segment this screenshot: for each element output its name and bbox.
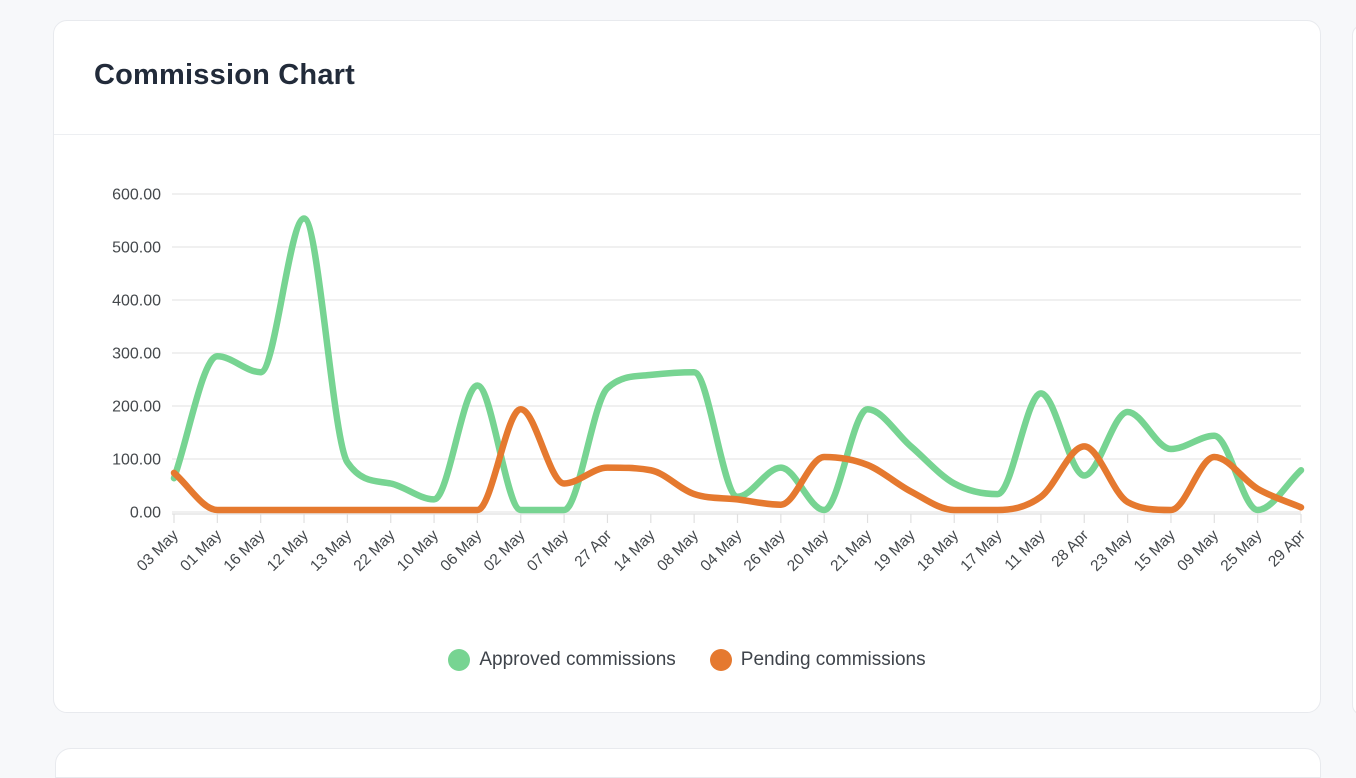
x-axis-tick-label: 07 May [524,527,572,575]
chart-canvas[interactable]: 600.00 500.00 400.00 300.00 200.00 100.00 0.00… [54,161,1322,631]
x-axis-tick-label: 27 Apr [572,527,616,571]
x-axis-tick-label: 14 May [611,527,659,575]
header-divider [54,134,1320,135]
x-axis-tick-label: 18 May [914,527,962,575]
y-axis-tick-label: 300.00 [112,346,161,363]
page-title: Commission Chart [94,59,356,91]
card-header: Commission Chart [54,21,1320,134]
x-axis-tick-label: 20 May [784,527,832,575]
x-axis-tick-label: 28 Apr [1048,527,1092,571]
commission-line-chart[interactable]: 600.00 500.00 400.00 300.00 200.00 100.00 0.00… [54,161,1322,631]
x-axis-tick-label: 19 May [871,527,919,575]
pending-commissions-line[interactable] [170,406,1305,514]
x-axis-tick-label: 15 May [1131,527,1179,575]
x-axis-tick-label: 04 May [697,527,745,575]
y-axis-tick-label: 600.00 [112,187,161,204]
x-axis-tick-label: 22 May [351,527,399,575]
pending-series-dot-icon [709,649,732,671]
x-axis-tick-label: 13 May [307,527,355,575]
legend-label-approved: Approved commissions [479,649,676,670]
x-axis-tick-label: 16 May [221,527,269,575]
x-axis-tick-label: 25 May [1218,527,1266,575]
approved-commissions-line[interactable] [170,215,1305,514]
commission-chart-card: Commission Chart 600.00 500.00 400.00 300.0… [53,20,1321,713]
x-axis-tick-label: 03 May [134,527,182,575]
right-card-sliver [1352,25,1356,715]
x-axis-tick-label: 10 May [394,527,442,575]
x-axis-tick-label: 09 May [1174,527,1222,575]
x-axis-tick-label: 29 Apr [1265,527,1309,571]
legend-item-pending[interactable]: Pending commissions [709,649,926,671]
y-axis-tick-label: 500.00 [112,240,161,257]
approved-series-dot-icon [448,649,471,671]
legend-label-pending: Pending commissions [740,649,926,670]
legend-item-approved[interactable]: Approved commissions [448,649,676,671]
next-card-partial [55,748,1321,778]
x-axis-tick-label: 17 May [957,527,1005,575]
x-axis-tick-label: 06 May [437,527,485,575]
y-axis-tick-label: 0.00 [130,505,161,522]
x-axis-tick-label: 02 May [481,527,529,575]
y-axis-tick-label: 200.00 [112,399,161,416]
x-axis-tick-label: 21 May [827,527,875,575]
x-axis-tick-label: 11 May [1002,527,1049,574]
page-root: { "card": { "title": "Commission Chart" … [53,20,1356,778]
x-axis-tick-label: 26 May [741,527,789,575]
x-axis-tick-label: 12 May [264,527,312,575]
y-axis-tick-label: 400.00 [112,293,161,310]
x-axis-tick-label: 01 May [177,527,225,575]
x-axis-tick-label: 23 May [1087,527,1135,575]
x-axis-tick-label: 08 May [654,527,702,575]
chart-legend: Approved commissions Pending commissions [54,649,1320,671]
y-axis-tick-label: 100.00 [112,452,161,469]
